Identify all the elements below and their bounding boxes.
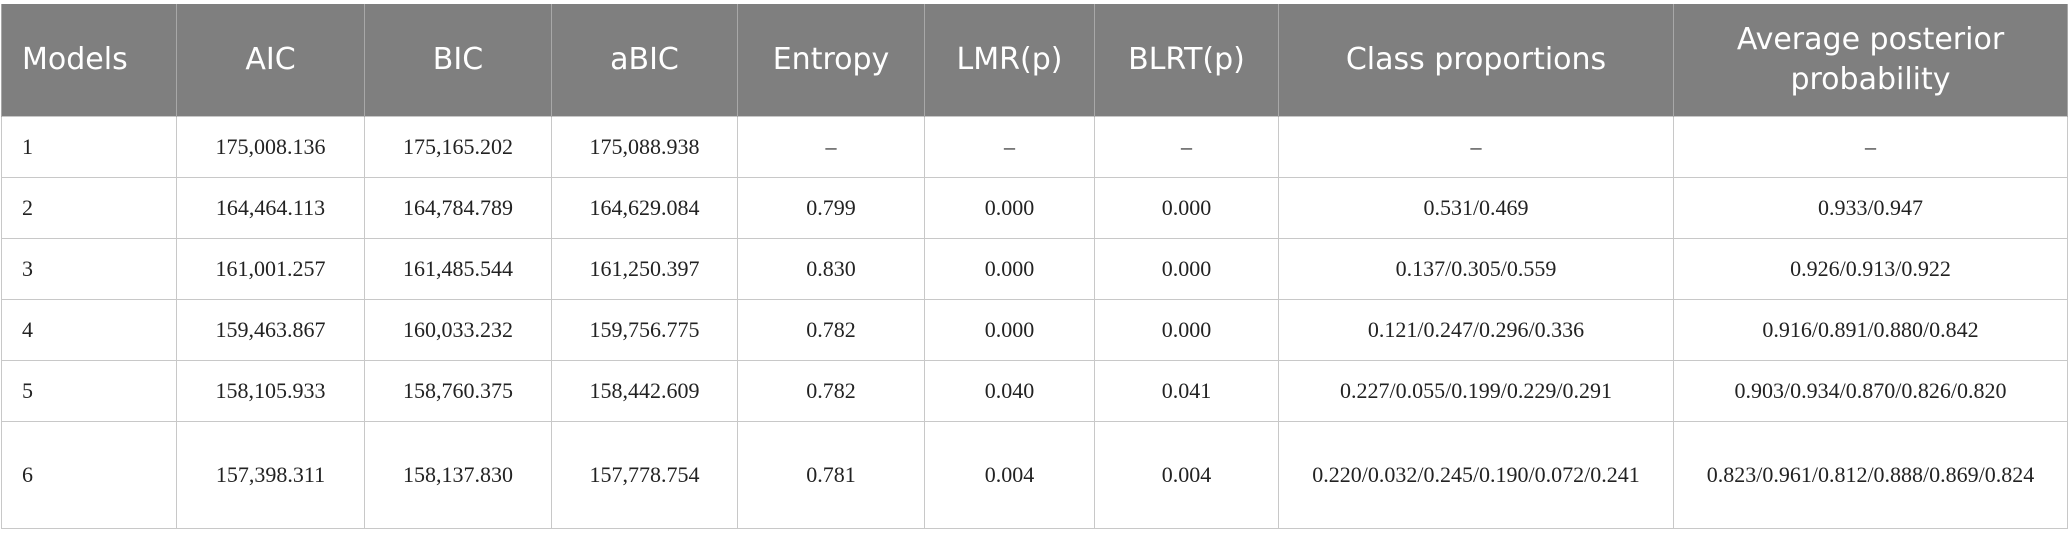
- table-cell: 0.782: [737, 299, 925, 361]
- table-cell: 0.531/0.469: [1278, 177, 1674, 239]
- table-cell: –: [1094, 116, 1279, 178]
- table-cell: 0.799: [737, 177, 925, 239]
- table-cell: 0.000: [1094, 238, 1279, 300]
- table-cell: –: [737, 116, 925, 178]
- table-cell: 164,464.113: [176, 177, 365, 239]
- header-cell: Class proportions: [1278, 4, 1674, 117]
- table-cell: 0.041: [1094, 360, 1279, 422]
- table-cell: 0.004: [924, 421, 1095, 529]
- table-row: 5 158,105.933 158,760.375 158,442.609 0.782 0…: [1, 360, 2068, 422]
- table-cell: –: [1278, 116, 1674, 178]
- header-cell: Models: [1, 4, 177, 117]
- table-cell: 0.137/0.305/0.559: [1278, 238, 1674, 300]
- header-cell: BIC: [364, 4, 552, 117]
- table-cell: 164,784.789: [364, 177, 552, 239]
- table-cell: 6: [1, 421, 177, 529]
- table-cell: 160,033.232: [364, 299, 552, 361]
- header-row: Models AIC BIC aBIC Entropy LMR(p) BLRT(p) Clas…: [1, 4, 2068, 117]
- table-row: 6 157,398.311 158,137.830 157,778.754 0.781 0…: [1, 421, 2068, 529]
- table-cell: 5: [1, 360, 177, 422]
- table-cell: 2: [1, 177, 177, 239]
- table-cell: 0.926/0.913/0.922: [1673, 238, 2068, 300]
- table-cell: 157,398.311: [176, 421, 365, 529]
- table-cell: 158,137.830: [364, 421, 552, 529]
- table-cell: 158,760.375: [364, 360, 552, 422]
- table-cell: 0.933/0.947: [1673, 177, 2068, 239]
- table-cell: 0.903/0.934/0.870/0.826/0.820: [1673, 360, 2068, 422]
- table-row: 2 164,464.113 164,784.789 164,629.084 0.799 0…: [1, 177, 2068, 239]
- table-cell: 0.823/0.961/0.812/0.888/0.869/0.824: [1673, 421, 2068, 529]
- table-cell: 161,001.257: [176, 238, 365, 300]
- table-cell: –: [1673, 116, 2068, 178]
- table-cell: 4: [1, 299, 177, 361]
- table-cell: 0.000: [924, 177, 1095, 239]
- table-row: 4 159,463.867 160,033.232 159,756.775 0.782 0…: [1, 299, 2068, 361]
- table-cell: 158,442.609: [551, 360, 738, 422]
- table-cell: 0.227/0.055/0.199/0.229/0.291: [1278, 360, 1674, 422]
- table-cell: 0.000: [1094, 177, 1279, 239]
- table-cell: –: [924, 116, 1095, 178]
- table-cell: 0.830: [737, 238, 925, 300]
- table-cell: 158,105.933: [176, 360, 365, 422]
- header-cell: LMR(p): [924, 4, 1095, 117]
- table-cell: 157,778.754: [551, 421, 738, 529]
- table-cell: 161,485.544: [364, 238, 552, 300]
- table-cell: 0.000: [1094, 299, 1279, 361]
- table-cell: 0.004: [1094, 421, 1279, 529]
- table-cell: 0.121/0.247/0.296/0.336: [1278, 299, 1674, 361]
- table-cell: 175,088.938: [551, 116, 738, 178]
- header-cell: aBIC: [551, 4, 738, 117]
- table-cell: 0.782: [737, 360, 925, 422]
- table-cell: 175,008.136: [176, 116, 365, 178]
- table-cell: 0.000: [924, 238, 1095, 300]
- table-row: 1 175,008.136 175,165.202 175,088.938– – – – –: [1, 116, 2068, 178]
- table-cell: 0.781: [737, 421, 925, 529]
- table-cell: 0.220/0.032/0.245/0.190/0.072/0.241: [1278, 421, 1674, 529]
- header-cell: Average posterior probability: [1673, 4, 2068, 117]
- table-cell: 175,165.202: [364, 116, 552, 178]
- table-cell: 0.000: [924, 299, 1095, 361]
- header-cell: Entropy: [737, 4, 925, 117]
- table-cell: 1: [1, 116, 177, 178]
- table-cell: 3: [1, 238, 177, 300]
- table-cell: 164,629.084: [551, 177, 738, 239]
- table-cell: 159,463.867: [176, 299, 365, 361]
- table-cell: 0.040: [924, 360, 1095, 422]
- table-row: 3 161,001.257 161,485.544 161,250.397 0.830 0…: [1, 238, 2068, 300]
- results-table: Models AIC BIC aBIC Entropy LMR(p) BLRT(p) Clas…: [1, 4, 2068, 529]
- header-cell: BLRT(p): [1094, 4, 1279, 117]
- table-cell: 159,756.775: [551, 299, 738, 361]
- header-cell: AIC: [176, 4, 365, 117]
- page: {"table": { "header": ["Models", "AIC", …: [0, 4, 2068, 555]
- table-cell: 161,250.397: [551, 238, 738, 300]
- table-cell: 0.916/0.891/0.880/0.842: [1673, 299, 2068, 361]
